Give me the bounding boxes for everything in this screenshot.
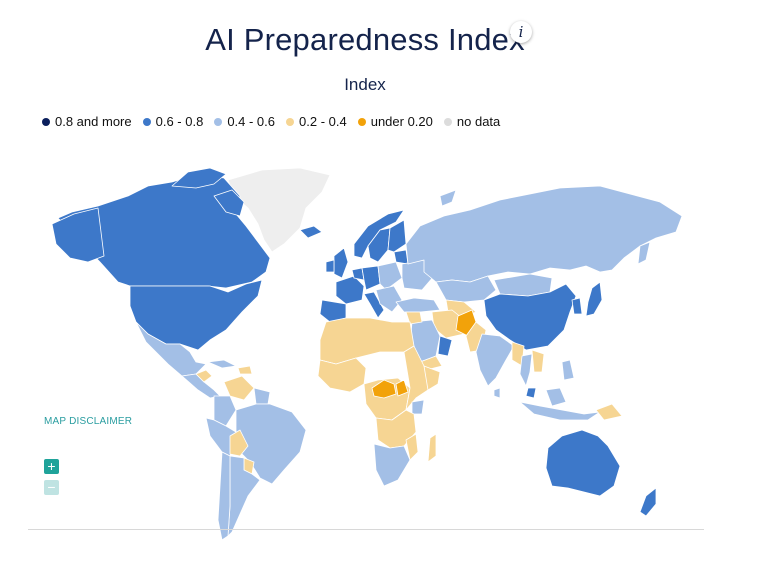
region-turkey[interactable] [395, 297, 441, 313]
map-divider [28, 529, 704, 530]
region-iceland[interactable] [299, 225, 323, 239]
legend-item-0.8-and-more[interactable]: 0.8 and more [42, 114, 132, 129]
region-germany[interactable] [361, 265, 381, 291]
region-west-africa[interactable] [317, 357, 367, 393]
region-novaya-zemlya[interactable] [439, 189, 457, 207]
map-subtitle: Index [344, 75, 386, 94]
region-papua-new-guinea[interactable] [595, 403, 623, 421]
region-cuba[interactable] [207, 359, 237, 369]
region-borneo[interactable] [545, 387, 567, 407]
region-uk[interactable] [333, 247, 349, 279]
region-norway[interactable] [353, 209, 405, 259]
zoom-out-button[interactable]: − [44, 480, 59, 495]
region-honduras[interactable] [195, 369, 213, 383]
region-thailand[interactable] [519, 353, 533, 387]
region-bolivia[interactable] [229, 429, 249, 457]
region-indonesia[interactable] [519, 401, 601, 421]
legend-dot [142, 117, 151, 126]
info-icon[interactable]: i [510, 21, 532, 43]
region-mexico[interactable] [135, 321, 207, 377]
zoom-in-button[interactable]: + [44, 459, 59, 474]
region-baffin-island[interactable] [213, 189, 245, 217]
legend-dot [443, 117, 452, 126]
legend-dot [42, 117, 50, 126]
region-levant[interactable] [405, 311, 423, 325]
region-italy[interactable] [363, 291, 385, 319]
region-indochina[interactable] [531, 349, 545, 373]
legend-dot [286, 117, 295, 126]
legend-item-no-data[interactable]: no data [443, 114, 501, 129]
region-southern-africa[interactable] [373, 443, 411, 487]
region-hispaniola[interactable] [237, 365, 253, 375]
world-map[interactable] [0, 150, 781, 545]
region-mozambique[interactable] [405, 433, 419, 461]
legend-item-0.6-0.8[interactable]: 0.6 - 0.8 [142, 114, 204, 129]
region-venezuela[interactable] [223, 375, 255, 401]
region-oman-uae[interactable] [437, 335, 453, 357]
region-canada[interactable] [57, 173, 271, 289]
region-china[interactable] [483, 283, 577, 351]
region-philippines[interactable] [561, 359, 575, 381]
region-baltics[interactable] [393, 249, 409, 265]
region-central-europe[interactable] [377, 261, 403, 291]
region-korea[interactable] [571, 297, 583, 315]
region-horn-of-africa[interactable] [423, 365, 441, 391]
legend-item-0.4-0.6[interactable]: 0.4 - 0.6 [214, 114, 275, 129]
region-finland[interactable] [387, 219, 407, 253]
legend-dot [214, 117, 223, 126]
legend: 0.8 and more 0.6 - 0.8 0.4 - 0.6 0.2 - 0… [42, 114, 511, 129]
legend-dot [357, 117, 366, 126]
region-balkans[interactable] [375, 285, 403, 313]
region-north-africa[interactable] [319, 317, 415, 365]
region-france[interactable] [335, 275, 365, 305]
region-madagascar[interactable] [427, 433, 437, 463]
page-title: AI Preparedness Index [205, 22, 525, 57]
region-greenland[interactable] [227, 167, 331, 253]
legend-label: no data [456, 114, 501, 129]
legend-label: 0.2 - 0.4 [299, 114, 347, 129]
region-india[interactable] [475, 333, 515, 387]
region-arctic-islands[interactable] [171, 167, 227, 189]
region-kenya[interactable] [411, 399, 425, 415]
region-japan[interactable] [585, 281, 603, 317]
legend-label: 0.4 - 0.6 [227, 114, 276, 129]
region-sri-lanka[interactable] [493, 387, 501, 399]
legend-item-under-0.20[interactable]: under 0.20 [357, 114, 433, 129]
region-malaysia[interactable] [525, 387, 537, 399]
region-ireland[interactable] [325, 259, 335, 273]
region-chad-car[interactable] [371, 379, 397, 399]
map-disclaimer-link[interactable]: MAP DISCLAIMER [44, 416, 133, 427]
region-colombia[interactable] [213, 395, 237, 427]
legend-label: under 0.20 [370, 114, 433, 129]
legend-label: 0.6 - 0.8 [155, 114, 204, 129]
region-new-zealand[interactable] [639, 487, 657, 517]
region-kamchatka[interactable] [637, 241, 651, 265]
region-australia[interactable] [545, 429, 621, 497]
region-chile[interactable] [217, 451, 231, 541]
region-southern-central-africa[interactable] [375, 409, 417, 449]
legend-item-0.2-0.4[interactable]: 0.2 - 0.4 [286, 114, 347, 129]
region-south-sudan[interactable] [395, 379, 409, 397]
region-alaska[interactable] [51, 207, 105, 263]
legend-label: 0.8 and more [55, 114, 132, 129]
region-mongolia[interactable] [493, 273, 553, 297]
region-guianas[interactable] [253, 387, 271, 405]
